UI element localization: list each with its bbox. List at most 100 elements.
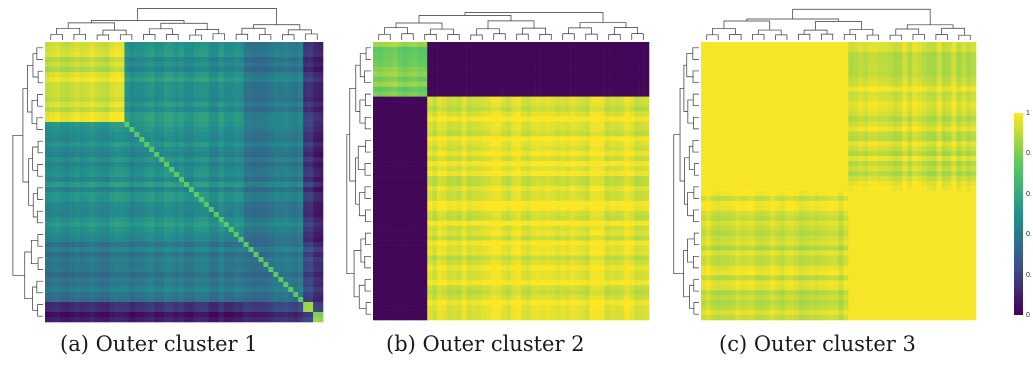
heatmap-cell <box>308 227 314 233</box>
heatmap-cell <box>491 156 497 162</box>
heatmap-cell <box>619 176 625 182</box>
heatmap-cell <box>496 126 502 132</box>
heatmap-cell <box>397 46 403 53</box>
heatmap-cell <box>313 162 319 168</box>
heatmap-cell <box>318 162 324 168</box>
heatmap-cell <box>461 156 467 162</box>
heatmap-cell <box>159 117 165 123</box>
heatmap-cell <box>223 127 229 133</box>
heatmap-cell <box>565 126 571 132</box>
heatmap-cell <box>109 47 115 53</box>
heatmap-cell <box>268 242 274 248</box>
heatmap-cell <box>278 242 284 248</box>
heatmap-cell <box>308 117 314 123</box>
heatmap-cell <box>268 157 274 163</box>
heatmap-cell <box>303 137 309 143</box>
heatmap-cell <box>506 81 512 87</box>
heatmap-cell <box>114 122 120 128</box>
heatmap-cell <box>198 57 205 63</box>
heatmap-cell <box>45 182 51 188</box>
heatmap-cell <box>208 87 215 93</box>
heatmap-cell <box>298 157 304 163</box>
heatmap-cell <box>193 92 200 98</box>
heatmap-cell <box>560 96 566 102</box>
heatmap-cell <box>318 282 324 288</box>
heatmap-cell <box>634 81 640 87</box>
heatmap-cell <box>208 162 215 168</box>
heatmap-cell <box>584 141 591 147</box>
heatmap-cell <box>228 107 234 113</box>
heatmap-cell <box>74 247 81 253</box>
heatmap-cell <box>313 167 319 173</box>
heatmap-cell <box>263 52 269 58</box>
heatmap-cell <box>69 277 76 283</box>
heatmap-cell <box>208 67 215 73</box>
heatmap-cell <box>159 302 165 308</box>
heatmap-cell <box>74 277 81 283</box>
heatmap-cell <box>417 51 423 58</box>
heatmap-cell <box>298 167 304 173</box>
heatmap-cell <box>407 185 413 192</box>
heatmap-cell <box>198 307 205 313</box>
heatmap-cell <box>619 131 625 137</box>
heatmap-cell <box>402 81 408 87</box>
heatmap-cell <box>64 177 71 183</box>
heatmap-cell <box>213 172 220 178</box>
heatmap-cell <box>188 277 195 283</box>
heatmap-cell <box>124 92 130 98</box>
heatmap-cell <box>412 190 418 197</box>
heatmap-cell <box>263 297 269 303</box>
heatmap-cell <box>609 101 615 107</box>
heatmap-cell <box>427 56 433 63</box>
heatmap-cell <box>604 71 610 78</box>
heatmap-cell <box>223 297 229 303</box>
heatmap-cell <box>169 302 175 308</box>
heatmap-cell <box>164 57 170 63</box>
heatmap-cell <box>149 87 155 93</box>
heatmap-cell <box>373 166 379 172</box>
heatmap-cell <box>129 212 135 218</box>
heatmap-cell <box>451 116 458 122</box>
heatmap-cell <box>293 42 299 48</box>
heatmap-cell <box>233 307 239 313</box>
heatmap-cell <box>198 287 205 293</box>
heatmap-cell <box>54 97 61 103</box>
heatmap-cell <box>520 91 527 97</box>
heatmap-cell <box>402 56 408 63</box>
heatmap-cell <box>203 202 210 208</box>
heatmap-cell <box>149 52 155 58</box>
heatmap-cell <box>258 312 264 318</box>
heatmap-cell <box>74 187 81 193</box>
heatmap-cell <box>599 56 605 63</box>
heatmap-cell <box>49 317 56 323</box>
heatmap-cell <box>609 106 615 112</box>
heatmap-cell <box>243 252 249 258</box>
heatmap-cell <box>223 222 229 228</box>
heatmap-cell <box>278 167 284 173</box>
heatmap-cell <box>511 161 517 167</box>
heatmap-cell <box>584 161 591 167</box>
heatmap-cell <box>442 146 448 152</box>
heatmap-cell <box>427 96 433 102</box>
heatmap-cell <box>283 287 289 293</box>
heatmap-cell <box>373 61 379 68</box>
heatmap-cell <box>45 162 51 168</box>
heatmap-cell <box>377 86 384 92</box>
heatmap-cell <box>213 87 220 93</box>
heatmap-cell <box>402 146 408 152</box>
heatmap-cell <box>164 62 170 68</box>
heatmap-cell <box>308 312 314 318</box>
heatmap-cell <box>104 287 110 293</box>
heatmap-cell <box>208 302 215 308</box>
heatmap-cell <box>308 97 314 103</box>
heatmap-cell <box>129 247 135 253</box>
heatmap-cell <box>74 312 81 318</box>
heatmap-cell <box>313 307 319 313</box>
heatmap-cell <box>228 237 234 243</box>
heatmap-cell <box>589 61 596 68</box>
heatmap-cell <box>188 187 195 193</box>
heatmap-cell <box>218 72 225 78</box>
heatmap-cell <box>179 227 185 233</box>
heatmap-cell <box>104 92 110 98</box>
heatmap-cell <box>94 282 100 288</box>
